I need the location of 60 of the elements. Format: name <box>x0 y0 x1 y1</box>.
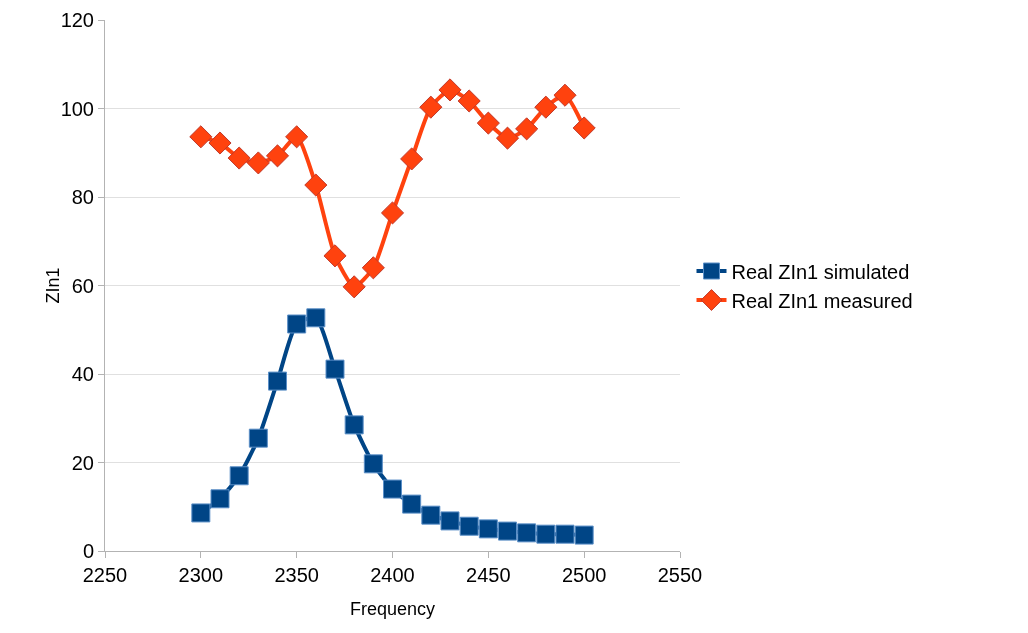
point <box>208 131 232 155</box>
x-tick-label: 2500 <box>561 564 607 586</box>
y-tick-label: 20 <box>71 451 94 474</box>
point <box>344 415 364 435</box>
point <box>191 503 211 523</box>
point <box>517 523 537 543</box>
point <box>438 78 462 102</box>
y-tick-label: 120 <box>60 9 94 31</box>
x-axis-title: Frequency <box>349 599 436 619</box>
point <box>574 525 594 545</box>
x-tick-label: 2400 <box>370 564 415 586</box>
point <box>476 111 500 135</box>
point <box>572 116 596 140</box>
point <box>287 314 307 334</box>
point <box>553 83 577 107</box>
point <box>229 466 249 486</box>
point <box>323 244 347 268</box>
point <box>342 275 366 299</box>
point <box>306 308 326 328</box>
legend-label: Real ZIn1 simulated <box>731 260 910 283</box>
point <box>515 117 539 141</box>
y-tick-label: 100 <box>60 97 94 120</box>
point <box>189 125 213 149</box>
point <box>421 505 441 525</box>
point <box>402 494 422 514</box>
point <box>325 359 345 379</box>
y-tick-label: 80 <box>71 186 94 208</box>
point <box>534 95 558 119</box>
point <box>304 173 328 197</box>
x-tick-label: 2550 <box>657 564 703 586</box>
point <box>227 146 251 170</box>
point <box>363 454 383 474</box>
point <box>383 479 402 499</box>
y-tick-label: 40 <box>71 363 94 385</box>
point <box>248 428 268 448</box>
point <box>459 516 479 536</box>
point <box>536 524 556 544</box>
point <box>495 126 520 150</box>
x-tick-label: 2250 <box>82 564 128 586</box>
x-tick-label: 2300 <box>178 564 224 586</box>
y-axis-title: ZIn1 <box>43 267 63 304</box>
point <box>361 256 385 280</box>
point <box>498 521 517 541</box>
x-tick-label: 2450 <box>466 564 511 586</box>
legend-label: Real ZIn1 measured <box>731 289 913 312</box>
point <box>457 89 481 113</box>
point <box>265 144 290 168</box>
point <box>478 519 498 539</box>
point <box>210 489 230 509</box>
point <box>285 125 309 149</box>
point <box>380 201 405 225</box>
point <box>400 147 424 171</box>
y-tick-label: 60 <box>71 274 94 297</box>
point <box>440 511 460 531</box>
point <box>555 524 575 544</box>
point <box>268 371 287 391</box>
y-tick-label: 0 <box>82 540 94 562</box>
point <box>419 95 443 119</box>
point <box>246 151 270 175</box>
x-tick-label: 2350 <box>274 564 319 586</box>
